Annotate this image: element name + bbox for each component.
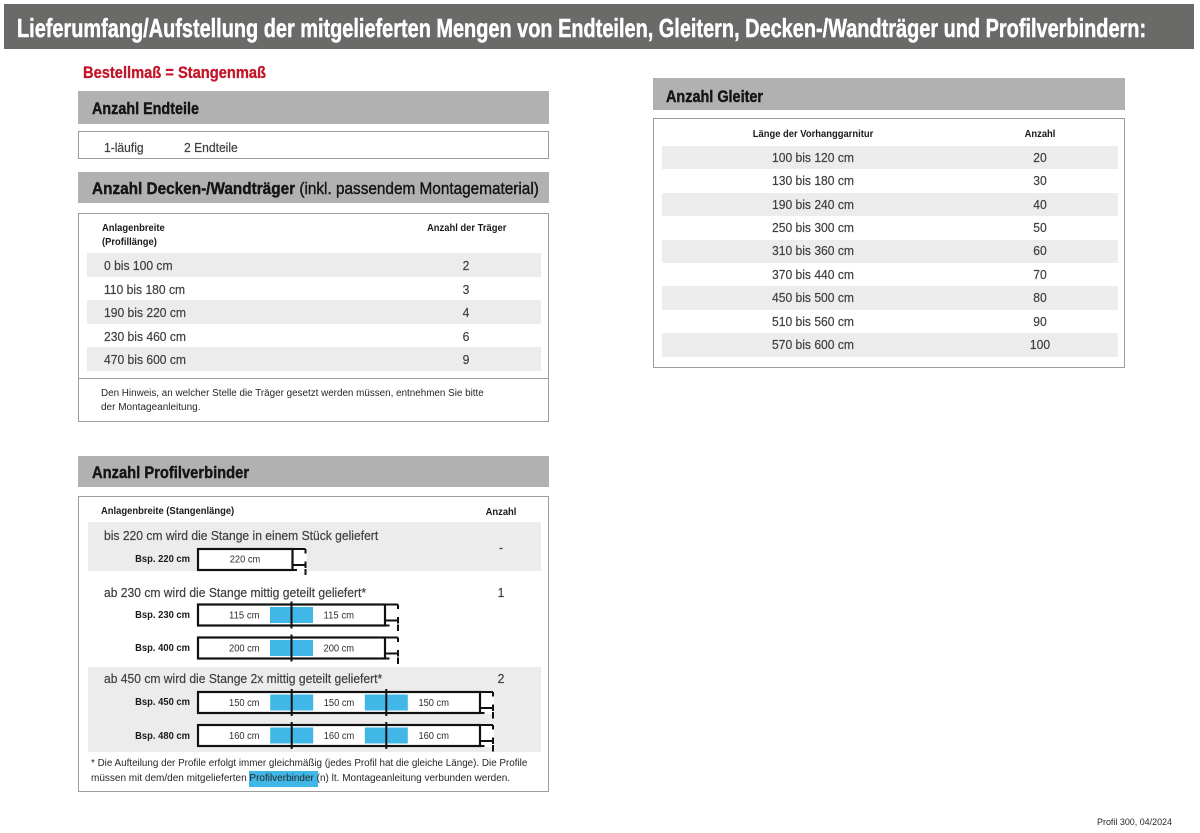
svg-text:160 cm: 160 cm xyxy=(229,731,259,742)
svg-text:220 cm: 220 cm xyxy=(230,555,261,566)
svg-text:115 cm: 115 cm xyxy=(229,611,259,622)
svg-text:200 cm: 200 cm xyxy=(324,644,355,655)
svg-text:150 cm: 150 cm xyxy=(418,698,449,709)
svg-text:115 cm: 115 cm xyxy=(324,611,355,622)
svg-text:200 cm: 200 cm xyxy=(229,644,259,655)
svg-text:160 cm: 160 cm xyxy=(418,731,449,742)
svg-text:160 cm: 160 cm xyxy=(324,731,355,742)
svg-text:150 cm: 150 cm xyxy=(229,698,259,709)
svg-text:150 cm: 150 cm xyxy=(324,698,355,709)
